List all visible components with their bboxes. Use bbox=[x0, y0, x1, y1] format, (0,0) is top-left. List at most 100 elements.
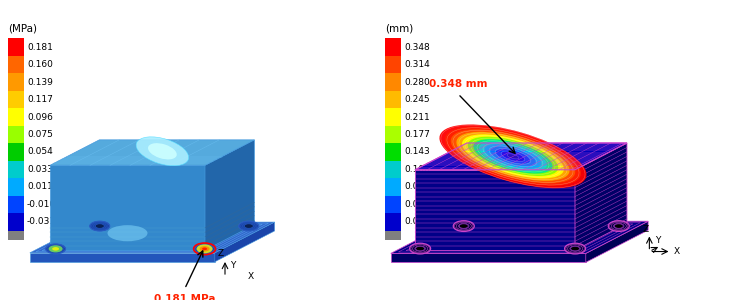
Bar bbox=[8, 91, 24, 108]
Polygon shape bbox=[214, 222, 274, 262]
Text: 0.108: 0.108 bbox=[404, 165, 430, 174]
Bar bbox=[385, 56, 401, 73]
Ellipse shape bbox=[202, 248, 207, 250]
Text: 0.054: 0.054 bbox=[27, 147, 52, 156]
Bar bbox=[385, 73, 401, 91]
Text: 0.075: 0.075 bbox=[27, 130, 52, 139]
Ellipse shape bbox=[148, 143, 177, 159]
Ellipse shape bbox=[200, 246, 209, 251]
Polygon shape bbox=[30, 253, 214, 262]
Bar bbox=[385, 91, 401, 108]
Ellipse shape bbox=[571, 246, 580, 251]
Text: 0.033: 0.033 bbox=[27, 165, 52, 174]
Ellipse shape bbox=[502, 152, 524, 161]
Ellipse shape bbox=[95, 224, 104, 228]
Bar bbox=[8, 38, 24, 56]
Text: 0.139: 0.139 bbox=[27, 78, 52, 87]
Polygon shape bbox=[30, 222, 274, 253]
Polygon shape bbox=[575, 143, 627, 250]
Ellipse shape bbox=[490, 147, 536, 166]
Polygon shape bbox=[586, 221, 648, 262]
Ellipse shape bbox=[244, 224, 254, 228]
Text: X: X bbox=[248, 272, 254, 281]
Ellipse shape bbox=[90, 221, 110, 231]
Bar bbox=[8, 108, 24, 126]
Ellipse shape bbox=[453, 221, 474, 231]
Ellipse shape bbox=[416, 246, 424, 251]
Ellipse shape bbox=[46, 244, 65, 254]
Ellipse shape bbox=[410, 243, 430, 254]
Text: 0.181 MPa: 0.181 MPa bbox=[154, 293, 215, 300]
Text: 0.006: 0.006 bbox=[404, 217, 430, 226]
Bar bbox=[8, 126, 24, 143]
Ellipse shape bbox=[496, 149, 530, 164]
Text: 0.211: 0.211 bbox=[404, 112, 430, 122]
Text: 0.096: 0.096 bbox=[27, 112, 52, 122]
Bar bbox=[385, 178, 401, 196]
Bar bbox=[385, 126, 401, 143]
Ellipse shape bbox=[440, 124, 586, 188]
Text: Y: Y bbox=[655, 236, 661, 245]
Bar bbox=[385, 161, 401, 178]
Bar bbox=[8, 143, 24, 161]
Ellipse shape bbox=[484, 144, 542, 169]
Text: Y: Y bbox=[230, 261, 235, 270]
Bar bbox=[385, 38, 401, 56]
Text: 0.348: 0.348 bbox=[404, 43, 430, 52]
Polygon shape bbox=[205, 140, 254, 250]
Bar bbox=[8, 196, 24, 213]
Polygon shape bbox=[391, 254, 586, 262]
Ellipse shape bbox=[608, 221, 629, 231]
Ellipse shape bbox=[614, 224, 623, 228]
Text: 0.280: 0.280 bbox=[404, 78, 430, 87]
Text: 0.040: 0.040 bbox=[404, 200, 430, 209]
Ellipse shape bbox=[196, 244, 212, 253]
Bar bbox=[8, 213, 24, 230]
Ellipse shape bbox=[565, 243, 586, 254]
Ellipse shape bbox=[473, 139, 553, 173]
Bar bbox=[385, 230, 401, 240]
Text: 0.177: 0.177 bbox=[404, 130, 430, 139]
Text: 0.314: 0.314 bbox=[404, 60, 430, 69]
Ellipse shape bbox=[194, 244, 214, 254]
Ellipse shape bbox=[52, 247, 59, 250]
Bar bbox=[8, 161, 24, 178]
Bar bbox=[8, 73, 24, 91]
Ellipse shape bbox=[507, 154, 519, 159]
Text: 0.160: 0.160 bbox=[27, 60, 52, 69]
Ellipse shape bbox=[457, 132, 569, 181]
Text: 0.011: 0.011 bbox=[27, 182, 52, 191]
Ellipse shape bbox=[459, 224, 468, 228]
Text: 0.117: 0.117 bbox=[27, 95, 52, 104]
Text: 0.074: 0.074 bbox=[404, 182, 430, 191]
Ellipse shape bbox=[136, 137, 189, 166]
Text: -0.031: -0.031 bbox=[27, 217, 56, 226]
Ellipse shape bbox=[107, 225, 148, 241]
Text: 0.143: 0.143 bbox=[404, 147, 430, 156]
Text: (MPa): (MPa) bbox=[8, 23, 37, 33]
Ellipse shape bbox=[479, 142, 547, 171]
Bar bbox=[8, 230, 24, 240]
Ellipse shape bbox=[462, 134, 564, 178]
Bar bbox=[385, 213, 401, 230]
Ellipse shape bbox=[451, 129, 575, 183]
Bar bbox=[385, 196, 401, 213]
Ellipse shape bbox=[200, 247, 209, 251]
Polygon shape bbox=[50, 140, 254, 165]
Text: Z: Z bbox=[642, 225, 649, 234]
Text: -0.010: -0.010 bbox=[27, 200, 56, 209]
Ellipse shape bbox=[51, 247, 60, 251]
Ellipse shape bbox=[468, 137, 558, 176]
Text: (mm): (mm) bbox=[385, 23, 413, 33]
Bar bbox=[385, 108, 401, 126]
Text: 0.348 mm: 0.348 mm bbox=[429, 80, 488, 89]
Bar bbox=[385, 143, 401, 161]
Polygon shape bbox=[415, 143, 627, 170]
Bar bbox=[8, 178, 24, 196]
Polygon shape bbox=[391, 221, 648, 254]
Text: X: X bbox=[674, 247, 680, 256]
Polygon shape bbox=[415, 170, 575, 250]
Bar bbox=[8, 56, 24, 73]
Text: 0.181: 0.181 bbox=[27, 43, 52, 52]
Ellipse shape bbox=[49, 245, 62, 252]
